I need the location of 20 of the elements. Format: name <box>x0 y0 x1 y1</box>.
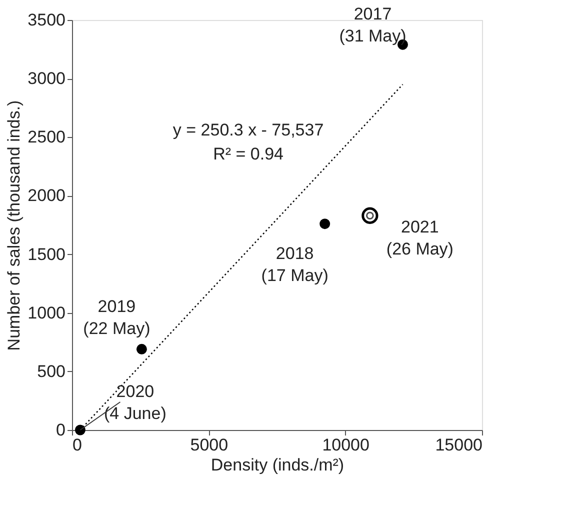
x-tick-label: 15000 <box>435 436 482 454</box>
annotation: 2017 (31 May) <box>339 4 406 46</box>
x-tick-label: 0 <box>72 436 82 454</box>
annotation: 2019 (22 May) <box>83 297 150 338</box>
y-tick-label: 3000 <box>28 69 66 88</box>
y-tick-label: 500 <box>37 362 66 381</box>
y-tick-label: 1000 <box>28 303 66 322</box>
x-tick-label: 5000 <box>190 436 228 454</box>
y-tick-label: 2000 <box>28 186 66 206</box>
y-axis-title: Number of sales (thousand inds.) <box>4 100 24 351</box>
annotation: 2021 (26 May) <box>386 218 454 259</box>
y-tick-label: 1500 <box>28 244 66 264</box>
y-tick-label: 2500 <box>28 128 66 147</box>
y-tick-label: 3500 <box>28 10 66 30</box>
x-axis-title: Density (inds./m²) <box>210 456 344 474</box>
annotation: 2018 (17 May) <box>261 244 328 285</box>
annotation: 2020 (4 June) <box>104 382 166 423</box>
annotation: y = 250.3 x - 75,537 R² = 0.94 <box>172 120 324 164</box>
y-tick-label: 0 <box>56 420 66 440</box>
x-tick-label: 10000 <box>322 436 370 454</box>
